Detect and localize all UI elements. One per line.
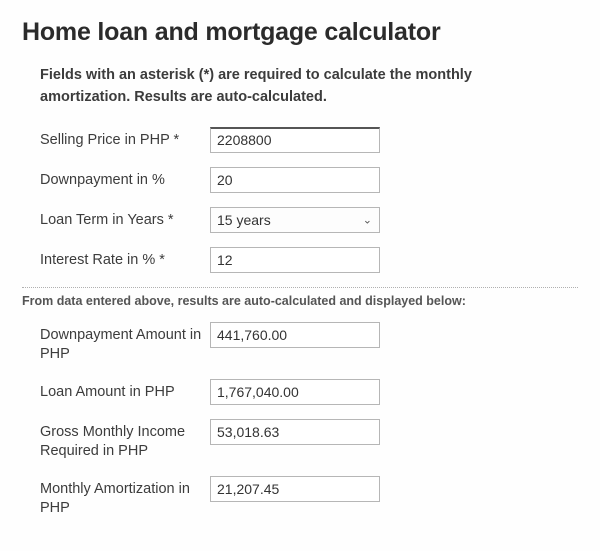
interest-rate-label: Interest Rate in % * [40,247,210,271]
loan-term-select[interactable] [210,207,380,233]
loan-amount-output: 1,767,040.00 [210,379,380,405]
downpayment-amount-output: 441,760.00 [210,322,380,348]
form-instructions: Fields with an asterisk (*) are required… [40,65,540,109]
downpayment-pct-input[interactable] [210,167,380,193]
loan-term-label: Loan Term in Years * [40,207,210,231]
selling-price-input[interactable] [210,127,380,153]
results-section: Downpayment Amount in PHP 441,760.00 Loa… [40,322,578,519]
gross-income-label: Gross Monthly Income Required in PHP [40,419,210,462]
downpayment-amount-label: Downpayment Amount in PHP [40,322,210,365]
interest-rate-input[interactable] [210,247,380,273]
section-divider [22,287,578,288]
gross-income-output: 53,018.63 [210,419,380,445]
calculator-form: Selling Price in PHP * Downpayment in % … [40,127,578,273]
loan-amount-label: Loan Amount in PHP [40,379,210,403]
results-note: From data entered above, results are aut… [22,294,578,308]
monthly-amort-output: 21,207.45 [210,476,380,502]
monthly-amort-label: Monthly Amortization in PHP [40,476,210,519]
selling-price-label: Selling Price in PHP * [40,127,210,151]
page-title: Home loan and mortgage calculator [22,18,578,47]
downpayment-pct-label: Downpayment in % [40,167,210,191]
